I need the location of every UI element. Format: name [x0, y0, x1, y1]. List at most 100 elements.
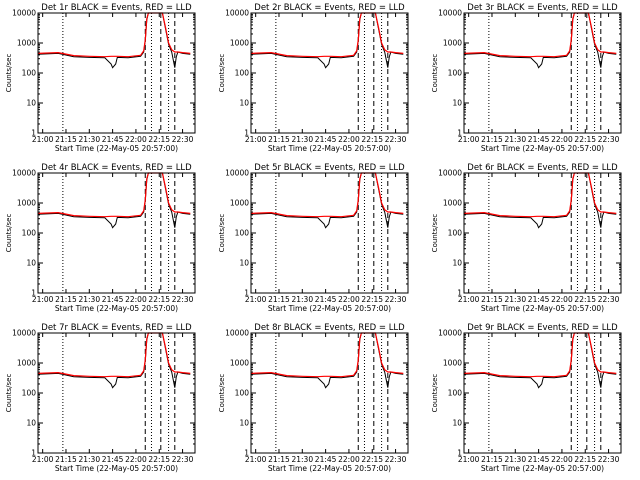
y-tick-label: 10000: [438, 329, 462, 338]
y-tick-label: 1000: [230, 359, 249, 368]
y-axis-label: Counts/sec: [431, 374, 439, 413]
x-tick-label: 21:45: [102, 455, 124, 464]
lld-series-line: [464, 332, 617, 378]
x-axis-label: Start Time (22-May-05 20:57:00): [268, 464, 391, 473]
axes-frame: [37, 12, 196, 134]
x-tick-label: 21:45: [315, 455, 337, 464]
x-tick-label: 21:15: [55, 295, 77, 304]
reference-lines: [62, 13, 176, 133]
y-tick-label: 10: [239, 419, 249, 428]
x-axis-label: Start Time (22-May-05 20:57:00): [55, 304, 178, 313]
y-tick-label: 100: [235, 69, 250, 78]
x-tick-label: 21:00: [458, 135, 480, 144]
y-tick-label: 10000: [225, 329, 249, 338]
x-tick-label: 22:15: [148, 295, 170, 304]
events-series-line: [38, 332, 191, 389]
y-tick-label: 100: [448, 389, 463, 398]
x-axis-label: Start Time (22-May-05 20:57:00): [268, 304, 391, 313]
x-axis-label: Start Time (22-May-05 20:57:00): [481, 464, 604, 473]
x-tick-label: 21:45: [528, 295, 550, 304]
y-axis-label: Counts/sec: [431, 54, 439, 93]
axes-frame: [250, 332, 409, 454]
y-tick-label: 10000: [438, 9, 462, 18]
y-tick-label: 10: [452, 419, 462, 428]
y-tick-label: 100: [22, 389, 37, 398]
x-tick-label: 21:30: [78, 455, 100, 464]
x-tick-label: 22:15: [574, 295, 596, 304]
chart-title: Det 3r BLACK = Events, RED = LLD: [467, 3, 618, 13]
x-axis-label: Start Time (22-May-05 20:57:00): [55, 144, 178, 153]
y-tick-label: 10000: [225, 169, 249, 178]
x-tick-label: 22:00: [125, 455, 147, 464]
x-tick-label: 21:45: [528, 135, 550, 144]
x-tick-label: 21:15: [55, 455, 77, 464]
x-tick-label: 21:00: [245, 135, 267, 144]
reference-lines: [275, 13, 389, 133]
axes-frame: [250, 12, 409, 134]
y-axis-label: Counts/sec: [5, 54, 13, 93]
chart-title: Det 9r BLACK = Events, RED = LLD: [467, 323, 618, 333]
axes-frame: [37, 172, 196, 294]
x-tick-label: 22:30: [598, 295, 620, 304]
x-tick-label: 22:30: [385, 135, 407, 144]
y-tick-label: 10000: [225, 9, 249, 18]
y-tick-label: 100: [448, 69, 463, 78]
y-tick-label: 10: [452, 99, 462, 108]
y-tick-label: 1: [244, 289, 249, 298]
y-tick-label: 1: [31, 289, 36, 298]
y-axis-label: Counts/sec: [5, 214, 13, 253]
x-tick-label: 21:45: [528, 455, 550, 464]
reference-lines: [488, 173, 602, 293]
x-tick-label: 21:30: [504, 455, 526, 464]
x-tick-label: 22:30: [598, 135, 620, 144]
chart-title: Det 5r BLACK = Events, RED = LLD: [254, 163, 405, 173]
y-tick-label: 10: [26, 259, 36, 268]
x-tick-label: 21:15: [481, 295, 503, 304]
y-tick-label: 100: [22, 229, 37, 238]
x-axis-label: Start Time (22-May-05 20:57:00): [481, 304, 604, 313]
x-tick-label: 22:15: [148, 135, 170, 144]
y-tick-label: 1000: [17, 199, 36, 208]
y-axis-label: Counts/sec: [218, 374, 226, 413]
y-tick-label: 10000: [438, 169, 462, 178]
x-tick-label: 21:15: [268, 295, 290, 304]
x-tick-label: 21:30: [504, 295, 526, 304]
chart-title: Det 7r BLACK = Events, RED = LLD: [41, 323, 192, 333]
x-tick-label: 21:15: [481, 135, 503, 144]
x-tick-label: 21:30: [291, 295, 313, 304]
reference-lines: [275, 333, 389, 453]
x-tick-label: 22:00: [551, 295, 573, 304]
x-tick-label: 21:00: [245, 455, 267, 464]
y-tick-label: 1: [244, 129, 249, 138]
events-series-line: [464, 12, 617, 69]
x-axis-label: Start Time (22-May-05 20:57:00): [268, 144, 391, 153]
y-tick-label: 1000: [443, 359, 462, 368]
y-tick-label: 100: [22, 69, 37, 78]
y-axis-label: Counts/sec: [431, 214, 439, 253]
x-tick-label: 22:30: [385, 455, 407, 464]
x-tick-label: 21:00: [458, 455, 480, 464]
reference-lines: [62, 333, 176, 453]
axes-frame: [463, 172, 622, 294]
lld-series-line: [464, 172, 617, 218]
y-axis-label: Counts/sec: [218, 214, 226, 253]
y-tick-label: 100: [235, 389, 250, 398]
x-tick-label: 21:45: [102, 295, 124, 304]
x-tick-label: 21:15: [268, 455, 290, 464]
x-tick-label: 21:00: [32, 295, 54, 304]
y-tick-label: 10: [452, 259, 462, 268]
y-tick-label: 1: [31, 449, 36, 458]
events-series-line: [464, 172, 617, 229]
y-axis-label: Counts/sec: [5, 374, 13, 413]
x-tick-label: 21:15: [481, 455, 503, 464]
x-tick-label: 21:00: [32, 455, 54, 464]
reference-lines: [488, 333, 602, 453]
x-tick-label: 22:30: [172, 295, 194, 304]
x-tick-label: 22:00: [551, 135, 573, 144]
chart-title: Det 4r BLACK = Events, RED = LLD: [41, 163, 192, 173]
